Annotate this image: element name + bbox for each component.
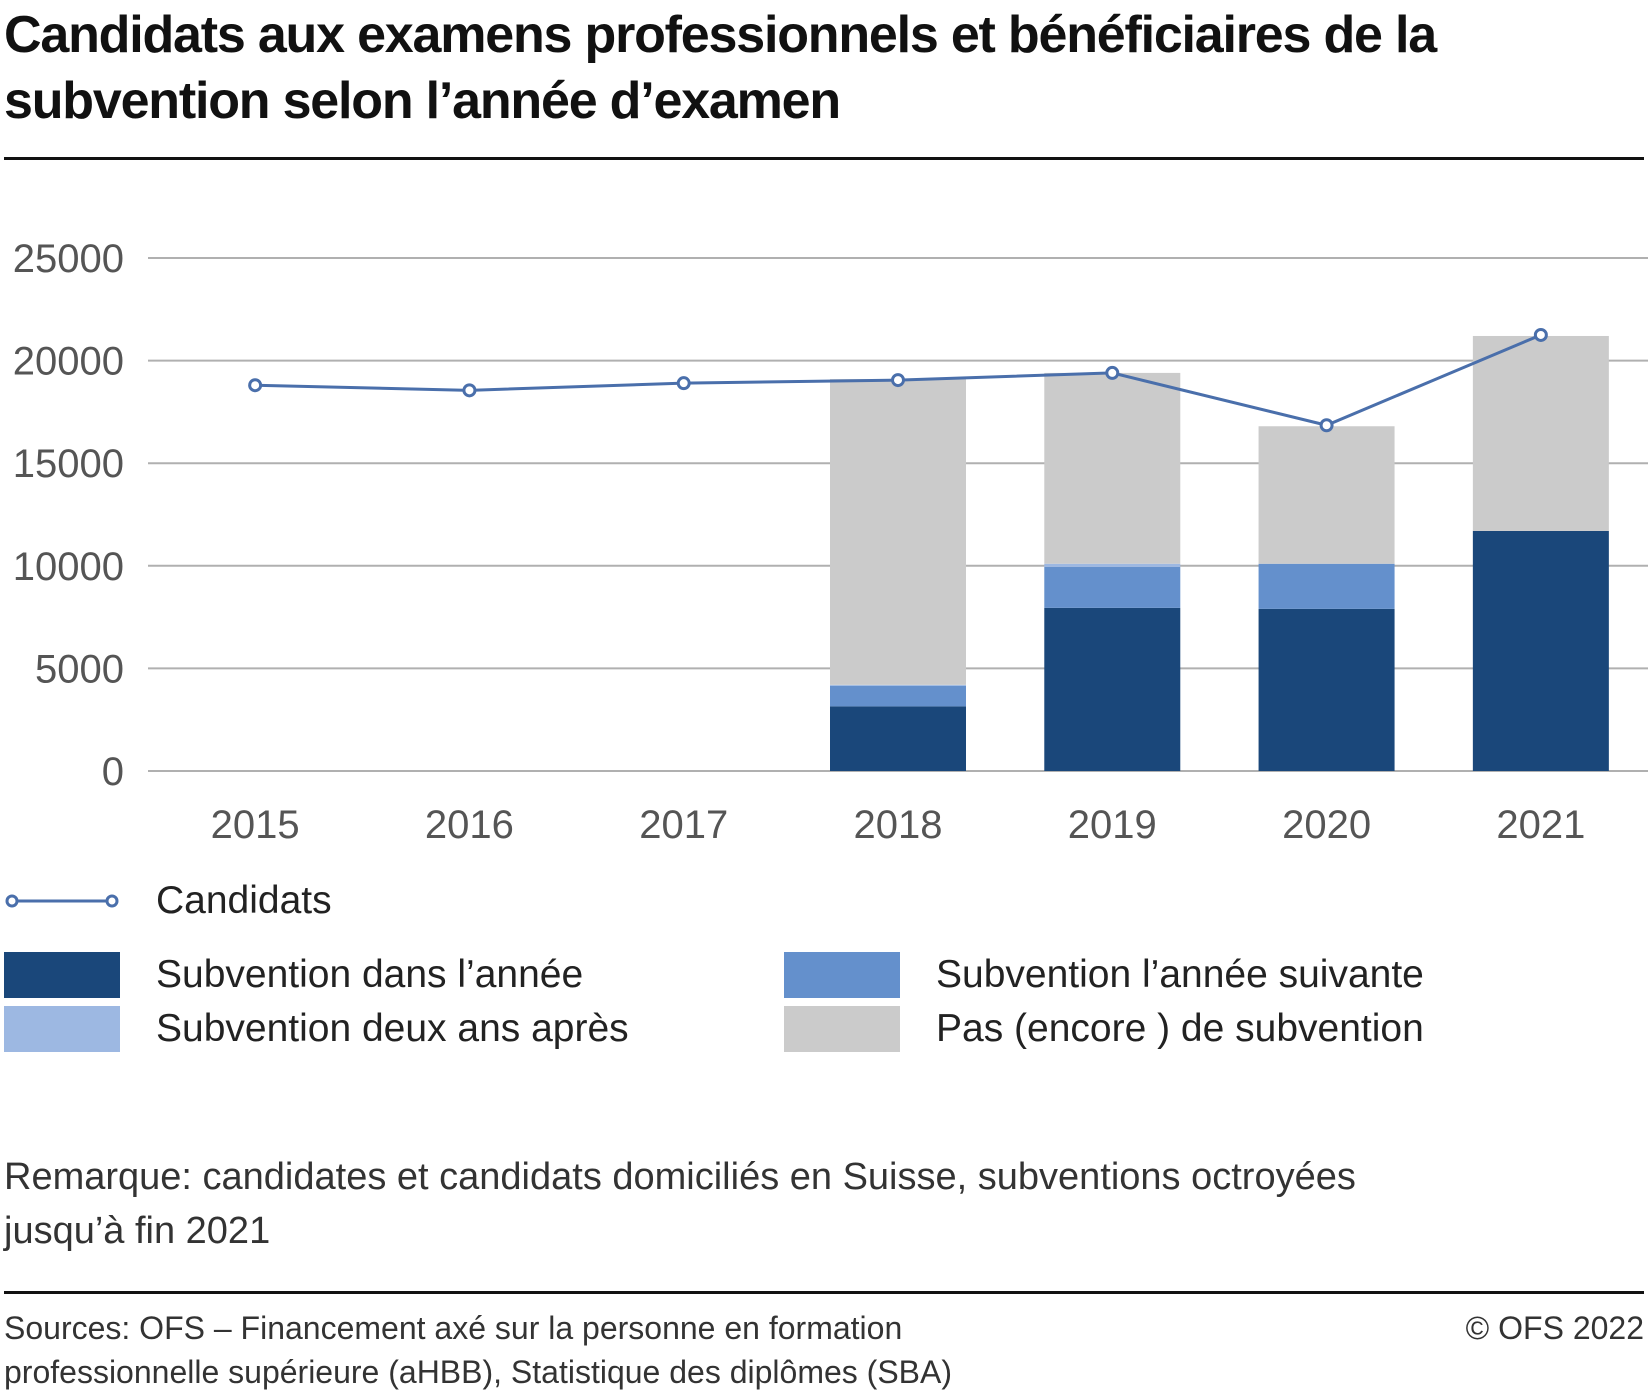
line-point	[1533, 327, 1548, 342]
y-tick-label: 25000	[13, 237, 124, 281]
line-point	[462, 383, 477, 398]
y-tick-label: 0	[102, 750, 124, 794]
remark-line: Remarque: candidates et candidats domici…	[4, 1156, 1356, 1198]
bar-segment	[830, 685, 966, 707]
legend-label: Subvention deux ans après	[156, 1007, 629, 1050]
bars	[830, 335, 1609, 771]
y-tick-label: 5000	[35, 647, 124, 691]
source-note: Sources: OFS – Financement axé sur la pe…	[4, 1306, 1204, 1394]
bar-segment	[1258, 563, 1395, 609]
bar-segment	[1472, 335, 1609, 531]
legend-swatch	[4, 952, 120, 998]
legend-item: Pas (encore ) de subvention	[784, 1006, 1424, 1052]
footer-rule	[4, 1291, 1644, 1294]
x-tick-label: 2015	[211, 803, 300, 847]
bar-segment	[1472, 530, 1609, 771]
bar-segment	[830, 379, 966, 685]
bar-segment	[1044, 607, 1181, 771]
legend-item: Subvention deux ans après	[4, 1006, 629, 1052]
copyright: © OFS 2022	[1465, 1310, 1644, 1346]
bar-segment	[1044, 566, 1181, 608]
legend-label: Subvention l’année suivante	[936, 953, 1424, 996]
bar-segment	[1044, 372, 1181, 564]
x-tick-label: 2020	[1282, 803, 1371, 847]
x-tick-label: 2016	[425, 803, 514, 847]
line-point	[676, 376, 691, 391]
bar-segment	[830, 706, 966, 771]
source-line: professionnelle supérieure (aHBB), Stati…	[4, 1354, 953, 1390]
y-tick-label: 15000	[13, 442, 124, 486]
line-point	[891, 373, 905, 388]
line-point	[1105, 365, 1120, 380]
line-marker-icon	[5, 894, 119, 908]
legend-label: Pas (encore ) de subvention	[936, 1007, 1424, 1050]
bar-segment	[1258, 426, 1395, 564]
line-point	[248, 378, 263, 393]
chart-title: Candidats aux examens professionnels et …	[4, 6, 1437, 130]
x-tick-label: 2018	[854, 803, 943, 847]
y-tick-label: 10000	[13, 545, 124, 589]
x-tick-label: 2019	[1068, 803, 1157, 847]
legend-item: Subvention l’année suivante	[784, 952, 1424, 998]
x-axis-ticks: 2015 2016 2017 2018 2019 2020 2021	[211, 803, 1586, 847]
line-point	[1319, 418, 1334, 433]
title-rule	[4, 157, 1644, 160]
legend-swatch	[784, 1006, 900, 1052]
bar-segment	[1044, 563, 1181, 567]
y-axis-ticks: 0 5000 10000 15000 20000 25000	[13, 237, 124, 794]
candidats-line	[248, 327, 1548, 433]
legend-label: Candidats	[156, 879, 332, 922]
legend-swatch	[784, 952, 900, 998]
legend-swatch	[4, 1006, 120, 1052]
legend-label: Subvention dans l’année	[156, 953, 584, 996]
y-tick-label: 20000	[13, 340, 124, 384]
x-tick-label: 2021	[1496, 803, 1585, 847]
bar-segment	[830, 684, 966, 686]
x-tick-label: 2017	[639, 803, 728, 847]
remark-line: jusqu’à fin 2021	[4, 1210, 271, 1252]
legend-item-candidats: Candidats	[4, 878, 332, 924]
bar-segment	[1258, 608, 1395, 771]
source-line: Sources: OFS – Financement axé sur la pe…	[4, 1310, 903, 1346]
remark-note: Remarque: candidates et candidats domici…	[4, 1150, 1624, 1258]
legend-item: Subvention dans l’année	[4, 952, 583, 998]
